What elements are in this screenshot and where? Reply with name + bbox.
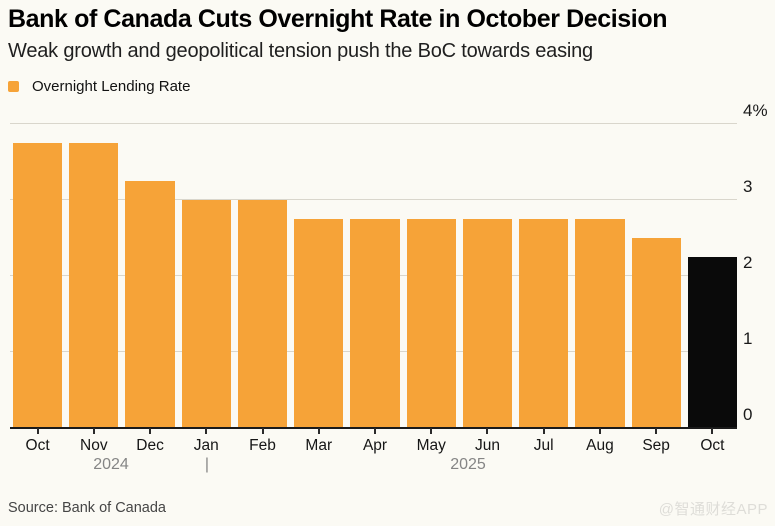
legend: Overnight Lending Rate [8, 78, 190, 95]
y-axis-label-0: 0 [743, 405, 753, 424]
y-axis-label-1: 1 [743, 329, 753, 348]
x-tick-10 [598, 428, 601, 434]
source-note: Source: Bank of Canada [8, 500, 166, 516]
x-axis-line [10, 427, 737, 429]
bar-chart-plot: 0 1 2 3 4% Oct Nov Dec Jan Feb Mar Apr May Jun Jul Aug… [10, 100, 768, 473]
bar-nov-1 [69, 143, 119, 428]
x-axis-label-oct-0: Oct [25, 437, 50, 454]
x-tick-1 [92, 428, 95, 434]
x-tick-6 [374, 428, 376, 434]
year-label-2025: 2025 [450, 456, 486, 473]
x-axis-label-dec-2: Dec [136, 437, 164, 454]
x-axis-label-jan-3: Jan [193, 437, 219, 454]
x-tick-11 [655, 428, 658, 434]
y-axis-label-3: 3 [743, 177, 753, 196]
x-tick-8 [486, 428, 489, 434]
bar-feb-4 [237, 200, 288, 428]
bar-may-7 [406, 219, 456, 428]
y-axis-label-4: 4% [743, 101, 768, 120]
bar-jan-3 [181, 200, 231, 428]
gridline-3 [10, 199, 737, 200]
x-axis-label-feb-4: Feb [249, 437, 276, 454]
y-axis-label-2: 2 [743, 253, 753, 272]
chart-title: Bank of Canada Cuts Overnight Rate in Oc… [8, 5, 668, 33]
x-tick-9 [542, 428, 545, 434]
year-separator: | [204, 456, 210, 473]
year-label-2024: 2024 [93, 456, 129, 473]
x-tick-2 [149, 428, 152, 434]
legend-label: Overnight Lending Rate [32, 78, 191, 95]
x-axis-label-may-7: May [416, 437, 446, 454]
x-tick-12 [711, 428, 714, 434]
x-axis-label-sep-11: Sep [642, 437, 670, 454]
bar-aug-10 [575, 219, 625, 428]
x-tick-4 [261, 428, 264, 434]
x-axis-label-aug-10: Aug [586, 437, 614, 454]
watermark: @智通财经APP [658, 501, 768, 518]
x-tick-5 [317, 428, 320, 434]
x-tick-0 [36, 428, 39, 434]
x-tick-7 [430, 428, 433, 434]
chart-subtitle: Weak growth and geopolitical tension pus… [8, 40, 593, 62]
x-axis-label-jun-8: Jun [474, 437, 500, 454]
gridline-4 [10, 123, 737, 124]
bar-series [10, 100, 738, 428]
legend-swatch-icon [8, 81, 19, 92]
bar-jun-8 [462, 219, 513, 428]
x-tick-3 [205, 428, 208, 434]
bar-jul-9 [519, 219, 569, 428]
x-axis-label-apr-6: Apr [362, 437, 388, 454]
x-axis-label-jul-9: Jul [533, 437, 554, 454]
x-axis-label-oct-12: Oct [700, 437, 725, 454]
bar-dec-2 [125, 181, 175, 428]
x-axis-label-mar-5: Mar [305, 437, 333, 454]
bar-oct-0 [13, 143, 63, 428]
bar-apr-6 [350, 219, 400, 428]
bar-sep-11 [631, 238, 681, 428]
x-axis-label-nov-1: Nov [80, 437, 108, 454]
bar-mar-5 [294, 219, 344, 428]
bar-oct-12 [687, 257, 738, 428]
